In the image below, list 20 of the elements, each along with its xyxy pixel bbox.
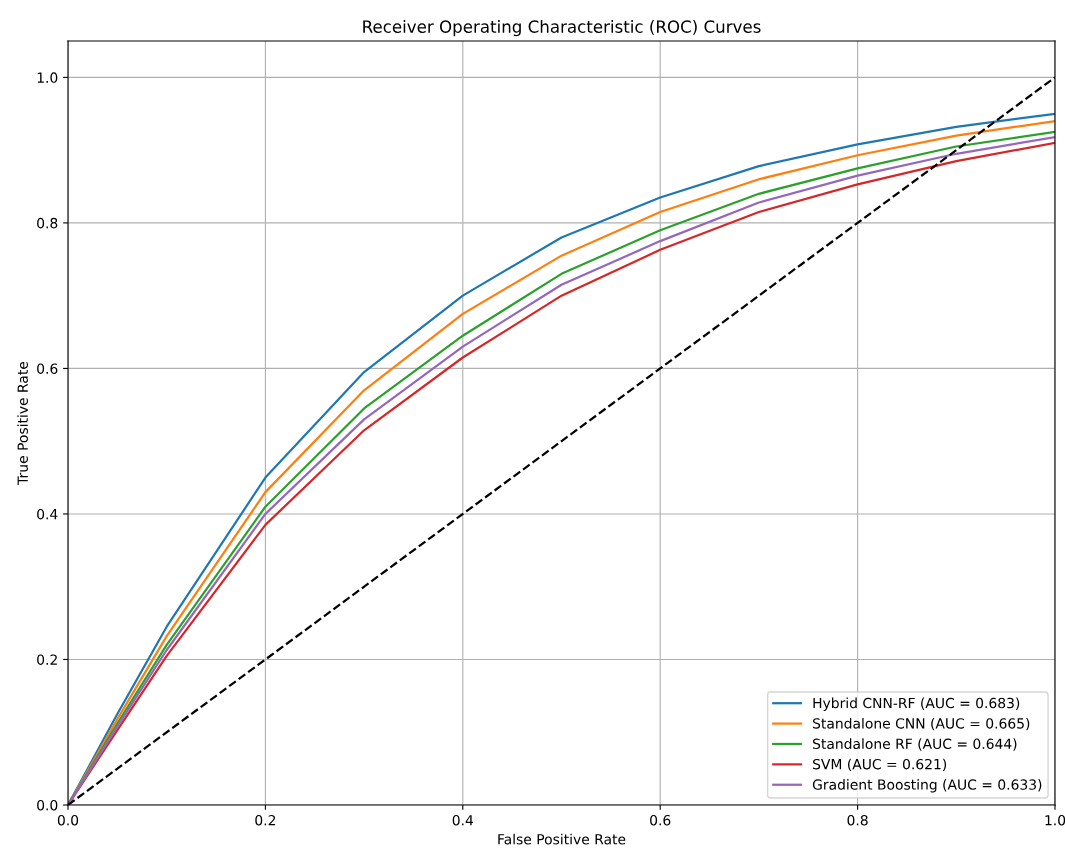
y-tick-label: 1.0 bbox=[37, 72, 58, 83]
legend-label: Standalone RF (AUC = 0.644) bbox=[813, 738, 1017, 751]
x-tick-label: 1.0 bbox=[1045, 814, 1065, 826]
x-tick-label: 0.2 bbox=[255, 814, 276, 826]
y-axis-title: True Positive Rate bbox=[17, 361, 28, 485]
y-tick-label: 0.2 bbox=[37, 654, 57, 665]
legend-label: Hybrid CNN-RF (AUC = 0.683) bbox=[813, 697, 1020, 711]
x-axis-title: False Positive Rate bbox=[498, 833, 626, 845]
x-tick-label: 0.6 bbox=[650, 814, 671, 826]
legend-label: Standalone CNN (AUC = 0.665) bbox=[813, 717, 1030, 731]
y-tick-label: 0.8 bbox=[37, 217, 58, 229]
legend-label: SVM (AUC = 0.621) bbox=[813, 758, 947, 772]
x-tick-label: 0.4 bbox=[452, 814, 474, 826]
legend-label: Gradient Boosting (AUC = 0.633) bbox=[812, 779, 1042, 793]
x-tick-label: 0.8 bbox=[847, 814, 868, 826]
y-tick-label: 0.6 bbox=[37, 363, 58, 374]
chart-title: Receiver Operating Characteristic (ROC) Curves bbox=[363, 20, 761, 37]
y-tick-label: 0.4 bbox=[37, 508, 58, 520]
y-tick-label: 0.0 bbox=[37, 799, 58, 811]
x-tick-label: 0.0 bbox=[57, 814, 79, 826]
